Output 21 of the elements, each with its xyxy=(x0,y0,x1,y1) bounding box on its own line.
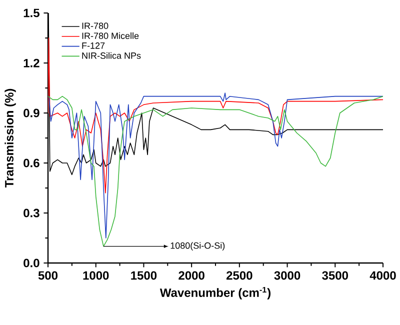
x-axis-title: Wavenumber (cm$^{-1}$) xyxy=(160,286,270,300)
x-tick-label: 3000 xyxy=(274,271,300,280)
x-tick-label: 1500 xyxy=(131,271,157,280)
y-tick-label: 0.9 xyxy=(24,108,40,118)
y-tick-label: 0.0 xyxy=(24,258,40,268)
legend-label: NIR-Silica NPs xyxy=(82,52,141,59)
legend-label: IR-780 xyxy=(82,22,108,29)
x-tick-label: 4000 xyxy=(370,271,396,280)
x-tick-label: 2000 xyxy=(178,271,204,280)
x-tick-label: 500 xyxy=(38,271,58,280)
annotation: 1080(Si-O-Si) xyxy=(170,242,225,251)
legend-label: F-127 xyxy=(82,42,105,49)
y-tick-label: 0.3 xyxy=(24,208,40,218)
x-tick-label: 2500 xyxy=(226,271,252,280)
x-tick-label: 1000 xyxy=(83,271,109,280)
y-tick-label: 1.5 xyxy=(24,8,40,18)
y-axis-title: Transmission (%) xyxy=(4,88,16,188)
y-tick-label: 0.6 xyxy=(24,158,40,168)
legend-label: IR-780 Micelle xyxy=(82,32,139,40)
x-tick-label: 3500 xyxy=(322,271,348,280)
y-tick-label: 1.2 xyxy=(24,58,40,68)
